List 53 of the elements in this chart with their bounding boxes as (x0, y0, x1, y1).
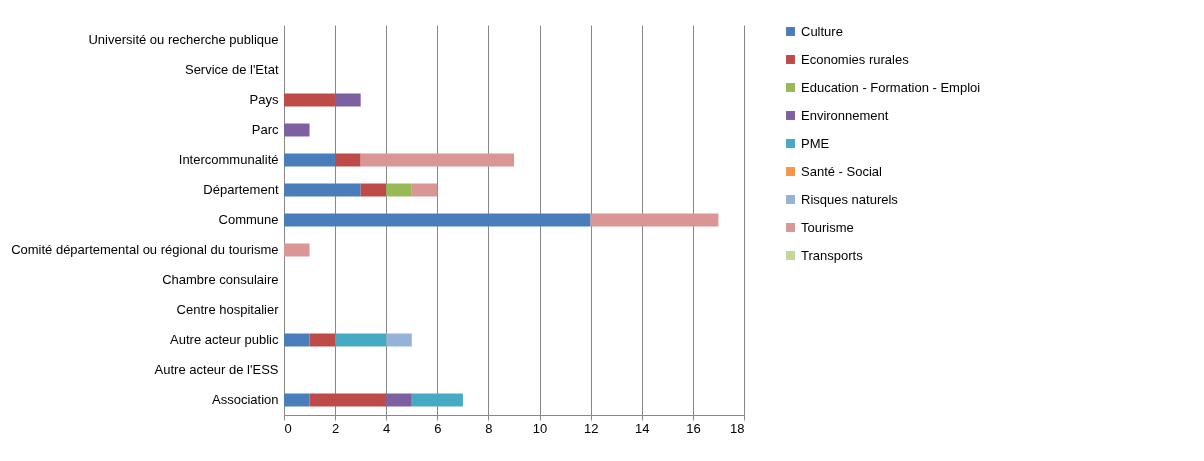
x-tick-label: 6 (434, 420, 442, 436)
y-tick-label: Service de l'Etat (184, 62, 279, 77)
y-tick-label: Commune (218, 212, 279, 227)
y-tick-label: Centre hospitalier (176, 302, 280, 317)
y-tick-label: Chambre consulaire (162, 272, 279, 287)
x-tick-label: 16 (686, 420, 701, 436)
bar (335, 333, 387, 347)
legend-label: Education - Formation - Emploi (801, 79, 981, 95)
y-tick-label: Université ou recherche publique (88, 32, 279, 47)
bar (360, 183, 387, 197)
bar (284, 123, 310, 137)
bar (386, 183, 412, 197)
legend-label: Transports (801, 247, 864, 263)
x-tick-label: 4 (383, 420, 391, 436)
y-tick-label: Association (212, 392, 279, 407)
legend-label: Culture (801, 23, 843, 39)
x-tick-label: 0 (284, 420, 292, 436)
x-tick-label: 18 (730, 420, 745, 436)
legend-label: PME (801, 135, 830, 151)
bar (411, 183, 438, 197)
bar (411, 393, 463, 407)
bar (335, 93, 361, 107)
bar (284, 393, 310, 407)
x-tick-label: 2 (331, 420, 340, 436)
legend-label: Santé - Social (801, 163, 883, 179)
legend-label: Risques naturels (801, 191, 899, 207)
bar (284, 93, 336, 107)
x-tick-label: 10 (532, 420, 548, 436)
bar (386, 333, 412, 347)
bar (386, 393, 412, 407)
y-tick-label: Département (203, 182, 279, 197)
bar (284, 333, 310, 347)
y-tick-label: Autre acteur public (170, 332, 279, 347)
bar (335, 153, 361, 167)
bar (590, 213, 719, 227)
legend-label: Environnement (801, 107, 889, 123)
bar (309, 393, 387, 407)
x-tick-label: 8 (485, 420, 493, 436)
bar (309, 333, 336, 347)
legend-label: Tourisme (801, 219, 854, 235)
x-tick-label: 14 (635, 420, 650, 436)
bar (284, 183, 361, 197)
y-tick-label: Parc (251, 122, 279, 137)
legend-label: Economies rurales (801, 51, 910, 67)
bar (360, 153, 514, 167)
y-tick-label: Comité départemental ou régional du tourisme (11, 242, 279, 257)
y-tick-label: Pays (249, 92, 279, 107)
x-tick-label: 12 (583, 420, 599, 436)
bar (284, 213, 591, 227)
bar (284, 243, 310, 257)
y-tick-label: Autre acteur de l'ESS (154, 362, 279, 377)
y-tick-label: Intercommunalité (178, 152, 279, 167)
bar (284, 153, 336, 167)
